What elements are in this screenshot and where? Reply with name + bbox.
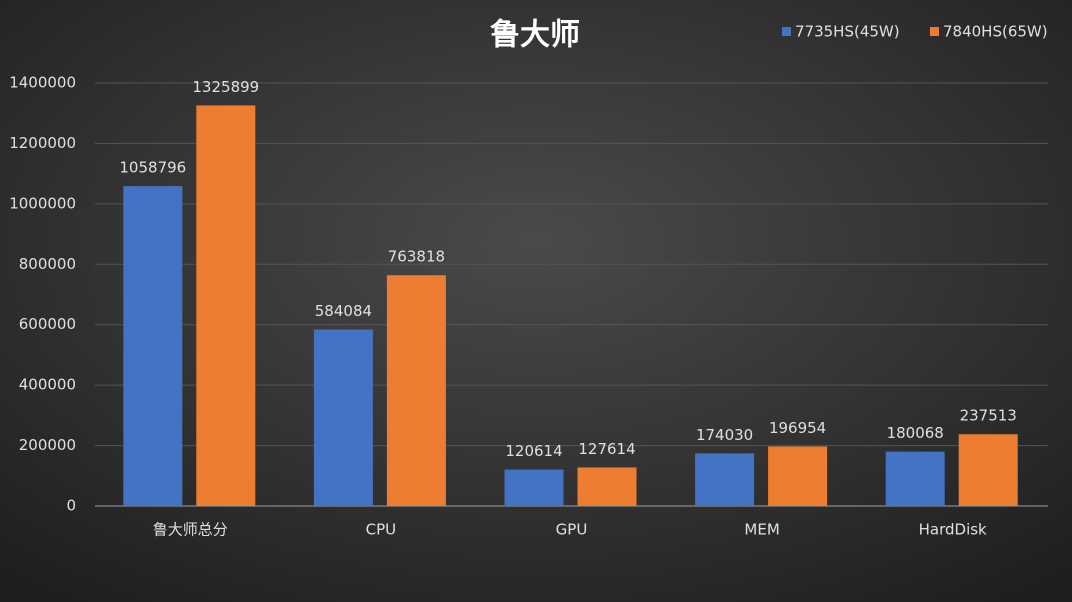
bar [386,275,446,506]
value-label: 763818 [388,248,445,266]
y-tick-label: 1400000 [9,74,76,92]
x-tick-label: MEM [744,521,779,539]
value-label: 196954 [769,419,826,437]
x-tick-label: GPU [556,521,588,539]
value-label: 120614 [505,442,562,460]
chart-title: 鲁大师 [490,18,580,53]
bar [695,453,755,506]
y-tick-label: 600000 [19,315,76,333]
value-label: 174030 [696,426,753,444]
value-label: 180068 [887,424,944,442]
x-tick-label: CPU [366,521,397,539]
value-label: 1058796 [119,159,186,177]
value-label: 584084 [315,302,372,320]
y-tick-label: 0 [66,497,76,515]
value-label: 1325899 [192,78,259,96]
bar [577,467,637,506]
y-tick-label: 200000 [19,436,76,454]
bar [768,446,828,506]
bar [504,469,564,506]
bar [313,329,373,506]
x-tick-label: HardDisk [919,521,987,539]
bar [885,451,945,506]
y-tick-label: 1200000 [9,134,76,152]
y-tick-label: 400000 [19,376,76,394]
value-label: 237513 [960,407,1017,425]
value-label: 127614 [578,440,635,458]
bar [123,186,183,506]
x-tick-label: 鲁大师总分 [153,521,228,539]
legend-swatch [930,27,939,36]
bar [196,105,256,506]
bar [958,434,1018,506]
y-tick-label: 1000000 [9,194,76,212]
legend-swatch [782,27,791,36]
legend-label: 7840HS(65W) [943,23,1048,41]
y-tick-label: 800000 [19,255,76,273]
legend-label: 7735HS(45W) [795,23,900,41]
